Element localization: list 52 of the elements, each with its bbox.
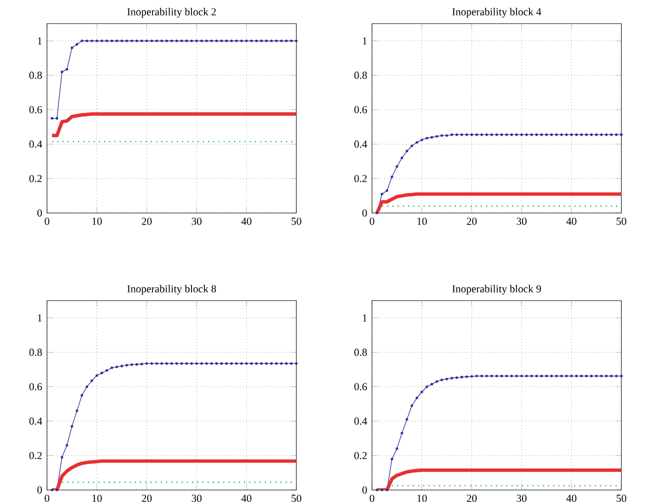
y-tick-label: 0.4 <box>29 140 42 148</box>
y-tick-label: 1 <box>362 314 367 322</box>
x-tick-label: 0 <box>44 218 50 225</box>
x-tick-label: 0 <box>370 218 374 225</box>
y-tick-label: 0.4 <box>354 140 368 148</box>
x-tick-label: 40 <box>241 218 252 225</box>
y-tick-label: 0.8 <box>354 72 367 79</box>
x-tick-label: 20 <box>142 218 152 225</box>
y-tick-label: 0 <box>362 209 367 217</box>
x-tick-label: 50 <box>292 494 302 502</box>
y-tick-label: 0 <box>37 486 42 494</box>
x-tick-label: 30 <box>516 218 527 225</box>
x-tick-label: 40 <box>241 494 252 502</box>
y-tick-label: 0.6 <box>29 383 42 390</box>
y-tick-label: 0.8 <box>29 348 42 356</box>
x-tick-label: 10 <box>92 494 102 502</box>
x-tick-label: 50 <box>616 218 626 225</box>
y-tick-label: 1 <box>362 37 367 44</box>
x-tick-label: 20 <box>466 494 477 502</box>
y-tick-label: 0.6 <box>29 106 42 114</box>
y-tick-label: 0.2 <box>354 174 367 182</box>
y-tick-label: 0.8 <box>354 348 367 356</box>
x-tick-label: 10 <box>417 218 427 225</box>
chart-title: Inoperability block 4 <box>452 8 542 18</box>
y-tick-label: 0 <box>37 209 42 217</box>
x-tick-label: 40 <box>566 494 576 502</box>
y-tick-label: 0.8 <box>29 72 42 79</box>
x-tick-label: 20 <box>142 494 152 502</box>
x-tick-label: 30 <box>516 494 527 502</box>
y-tick-label: 0.2 <box>29 174 42 182</box>
x-tick-label: 30 <box>192 218 202 225</box>
x-tick-label: 0 <box>44 494 50 502</box>
x-tick-label: 10 <box>92 218 102 225</box>
x-tick-label: 40 <box>566 218 576 225</box>
x-tick-label: 20 <box>466 218 477 225</box>
y-tick-label: 0.6 <box>354 383 367 390</box>
y-tick-label: 0.6 <box>354 106 367 114</box>
y-tick-label: 0.2 <box>29 452 42 460</box>
chart-title: Inoperability block 8 <box>127 284 216 295</box>
x-tick-label: 10 <box>417 494 427 502</box>
y-tick-label: 0 <box>362 486 367 494</box>
x-tick-label: 30 <box>192 494 202 502</box>
x-tick-label: 50 <box>616 494 626 502</box>
y-tick-label: 1 <box>38 314 42 322</box>
y-tick-label: 0.2 <box>354 452 367 460</box>
chart-title: Inoperability block 2 <box>127 8 216 18</box>
x-tick-label: 0 <box>370 494 374 502</box>
y-tick-label: 0.4 <box>354 418 368 425</box>
y-tick-label: 1 <box>38 37 42 44</box>
y-tick-label: 0.4 <box>29 418 42 425</box>
chart-title: Inoperability block 9 <box>452 284 541 295</box>
x-tick-label: 50 <box>292 218 302 225</box>
